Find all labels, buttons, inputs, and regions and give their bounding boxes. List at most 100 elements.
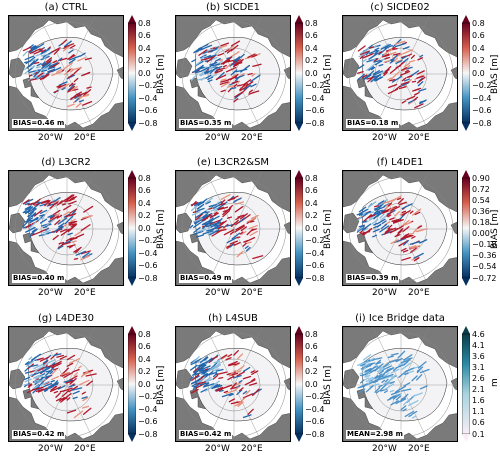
- track-segment: [367, 201, 377, 208]
- colorbar-tick-label: −0.2: [138, 236, 158, 245]
- track-segment: [68, 358, 80, 364]
- track-segment: [391, 227, 397, 231]
- polar-map-svg: [176, 327, 290, 441]
- track-segment: [52, 209, 61, 216]
- track-segment: [81, 396, 88, 400]
- track-segment: [215, 69, 223, 74]
- track-segment: [210, 221, 222, 228]
- track-segment: [191, 59, 197, 63]
- track-segment: [69, 377, 77, 385]
- colorbar-tick-label: −0.2: [305, 81, 325, 90]
- track-segment: [372, 74, 381, 78]
- track-segment: [22, 206, 31, 214]
- track-segment: [373, 58, 379, 62]
- track-segment: [384, 373, 394, 378]
- track-segment: [51, 71, 62, 77]
- track-segment: [363, 227, 373, 235]
- track-segment: [207, 225, 213, 230]
- colorbar-tick-label: −0.2: [472, 81, 492, 90]
- colorbar-extend-top: [295, 170, 303, 178]
- track-segment: [361, 227, 367, 231]
- track-segment: [386, 211, 393, 217]
- track-segment: [42, 73, 50, 80]
- map-panel: (i) Ice Bridge data MEAN=2.98 m 20°W 20°E 4.…: [342, 313, 500, 459]
- track-segment: [375, 373, 386, 381]
- track-segment: [202, 222, 210, 229]
- track-segment: [28, 383, 32, 387]
- track-segment: [389, 205, 400, 212]
- map-panel: (f) L4DE1 BIAS=0.39 m 20°W 20°E 0.90 0.72 0.54…: [342, 157, 500, 303]
- track-segment: [364, 369, 371, 373]
- colorbar-extend-bottom: [295, 434, 303, 442]
- track-segment: [411, 256, 420, 261]
- colorbar-extend-bottom: [462, 434, 470, 442]
- longitude-tick-labels: 20°W 20°E: [342, 288, 458, 300]
- colorbar-tick-label: 4.1: [472, 340, 485, 350]
- colorbar-tick-label: 0.2: [472, 56, 485, 65]
- track-segment: [67, 232, 73, 236]
- track-segment: [369, 46, 374, 49]
- colorbar-tick-label: 0.0: [472, 68, 485, 78]
- colorbar-extend-bottom: [462, 278, 470, 286]
- map-panel: (b) SICDE1 BIAS=0.35 m 20°W 20°E 0.8 0.6 0.4 0.…: [175, 2, 333, 148]
- track-segment: [235, 224, 245, 231]
- track-segment: [208, 204, 218, 208]
- track-segment: [53, 225, 63, 234]
- track-segment: [387, 88, 399, 95]
- track-segment: [202, 383, 215, 388]
- track-segment: [40, 380, 50, 386]
- polar-map: BIAS=0.42 m: [175, 326, 291, 442]
- track-segment: [192, 356, 200, 364]
- track-segment: [26, 60, 35, 69]
- land-mass: [450, 377, 457, 391]
- track-segment: [82, 101, 93, 106]
- track-segment: [216, 386, 224, 391]
- track-segment: [382, 208, 392, 213]
- track-segment: [27, 384, 33, 388]
- track-segment: [52, 60, 58, 64]
- track-segment: [198, 360, 209, 367]
- track-segment: [391, 195, 402, 203]
- map-panel: (g) L4DE30 BIAS=0.42 m 20°W 20°E 0.8 0.6 0.4 0.…: [8, 313, 166, 459]
- panel-title: (h) L4SUB: [208, 313, 258, 324]
- track-segment: [393, 57, 398, 62]
- map-panel: (d) L3CR2 BIAS=0.40 m 20°W 20°E 0.8 0.6 0.4 0.2…: [8, 157, 166, 303]
- track-segment: [251, 73, 256, 77]
- track-segment: [236, 365, 245, 372]
- track-segment: [66, 244, 76, 248]
- track-segment: [61, 87, 66, 91]
- track-segment: [203, 70, 209, 74]
- colorbar-tick-label: −0.8: [138, 273, 158, 283]
- track-segment: [203, 377, 212, 383]
- polar-map-svg: [343, 171, 457, 285]
- track-segment: [211, 63, 221, 67]
- colorbar-extend-bottom: [128, 123, 136, 131]
- bias-annotation: BIAS=0.39 m: [346, 274, 400, 283]
- track-segment: [400, 247, 407, 252]
- track-segment: [365, 377, 376, 383]
- track-segment: [23, 383, 29, 386]
- colorbar: [294, 170, 304, 286]
- track-segment: [228, 369, 236, 377]
- track-segment: [33, 363, 44, 370]
- land-mass: [450, 221, 457, 235]
- track-segment: [394, 42, 406, 48]
- track-segment: [57, 57, 63, 62]
- track-segment: [30, 58, 40, 62]
- track-segment: [32, 385, 39, 390]
- track-segment: [380, 209, 386, 213]
- track-segment: [235, 236, 241, 239]
- track-segment: [387, 77, 392, 81]
- track-segment: [68, 375, 78, 382]
- track-segment: [236, 384, 241, 388]
- track-segment: [200, 363, 206, 367]
- track-segment: [51, 362, 62, 369]
- land-mass: [176, 212, 193, 234]
- colorbar: [127, 170, 137, 286]
- colorbar-tick-label: −0.4: [138, 248, 158, 258]
- track-segment: [84, 57, 93, 61]
- track-segment: [221, 199, 226, 204]
- track-segment: [376, 203, 383, 206]
- track-segment: [191, 200, 197, 207]
- track-segment: [203, 215, 208, 220]
